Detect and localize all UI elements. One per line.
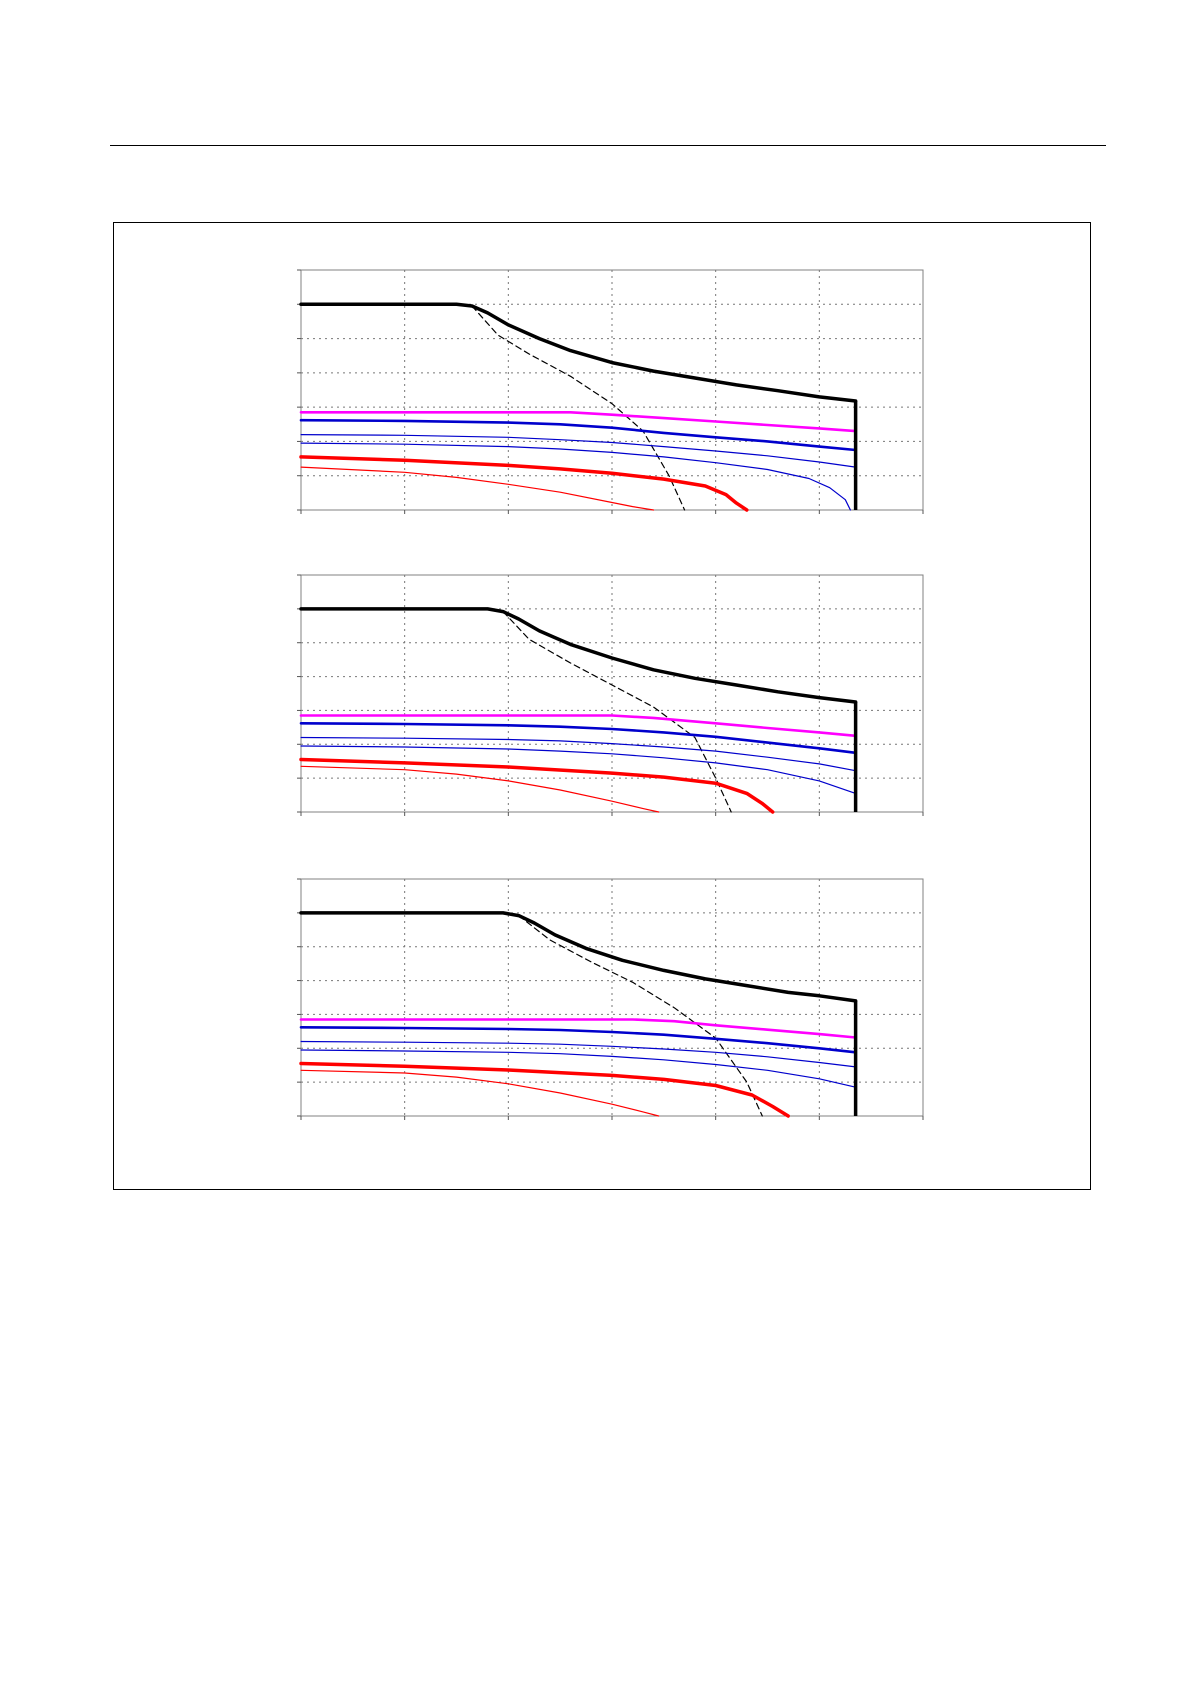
series-line-7 bbox=[299, 455, 749, 512]
series-line-3 bbox=[299, 410, 857, 433]
series-line-1 bbox=[299, 911, 858, 1003]
figure-frame bbox=[113, 222, 1091, 1190]
series-line-5 bbox=[300, 434, 857, 468]
series-line-2 bbox=[502, 610, 732, 813]
series-line-4 bbox=[299, 721, 857, 755]
series-line-1 bbox=[299, 607, 858, 704]
series-line-2 bbox=[471, 305, 686, 511]
series-line-7 bbox=[299, 757, 775, 814]
series-line-6 bbox=[300, 745, 857, 795]
series-line-4 bbox=[299, 1026, 857, 1054]
series-line-6 bbox=[300, 1049, 857, 1088]
series-line-3 bbox=[299, 1018, 857, 1039]
series-line-4 bbox=[299, 418, 857, 452]
header-rule bbox=[110, 145, 1106, 146]
series-line-7 bbox=[299, 1061, 790, 1118]
series-line-3 bbox=[299, 714, 857, 738]
series-line-8 bbox=[300, 1069, 660, 1117]
series-line-8 bbox=[300, 466, 655, 511]
chart-panel-2 bbox=[297, 574, 924, 816]
series-line-5 bbox=[300, 1040, 857, 1068]
chart-panel-1 bbox=[297, 269, 924, 514]
series-line-6 bbox=[300, 442, 852, 511]
series-line-1 bbox=[299, 302, 858, 403]
series-line-8 bbox=[300, 765, 660, 813]
chart-panel-3 bbox=[297, 878, 924, 1120]
series-line-5 bbox=[300, 736, 857, 772]
series-line-2 bbox=[518, 914, 763, 1117]
